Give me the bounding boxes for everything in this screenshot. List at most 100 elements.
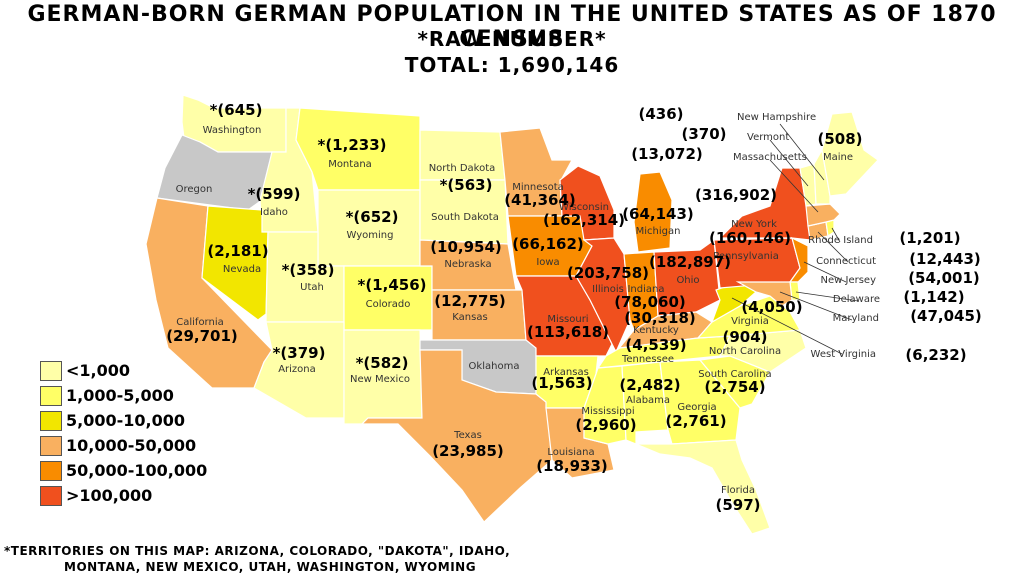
state-label-oregon: Oregon (176, 184, 213, 195)
state-label-georgia: Georgia (677, 402, 716, 413)
state-value-massachusetts: (13,072) (631, 145, 703, 163)
state-label-new-mexico: New Mexico (350, 374, 410, 385)
state-label-colorado: Colorado (366, 299, 411, 310)
state-label-connecticut: Connecticut (816, 256, 876, 267)
leader-new-jersey (803, 261, 847, 283)
state-label-new-york: New York (731, 219, 777, 230)
state-value-florida: (597) (715, 496, 760, 514)
legend-item: 1,000-5,000 (40, 383, 207, 408)
legend-item: 5,000-10,000 (40, 408, 207, 433)
state-label-texas: Texas (453, 430, 482, 441)
legend-label: 1,000-5,000 (66, 386, 174, 405)
state-label-nevada: Nevada (223, 264, 261, 275)
state-texas[interactable] (360, 349, 553, 523)
state-value-virginia: (4,050) (741, 298, 802, 316)
leader-vermont (769, 139, 809, 187)
leader-new-hampshire (779, 123, 825, 181)
state-label-iowa: Iowa (536, 257, 559, 268)
leader-delaware (795, 291, 859, 302)
state-value-georgia: (2,761) (665, 412, 726, 430)
state-label-rhode-island: Rhode Island (808, 235, 873, 246)
state-label-south-dakota: South Dakota (431, 212, 499, 223)
state-value-maine: (508) (817, 130, 862, 148)
state-value-montana: *(1,233) (317, 136, 386, 154)
state-label-new-jersey: New Jersey (821, 275, 877, 286)
state-value-kansas: (12,775) (434, 292, 506, 310)
state-value-new-york: (316,902) (695, 186, 777, 204)
state-value-wyoming: *(652) (346, 208, 399, 226)
state-value-nevada: (2,181) (207, 242, 268, 260)
state-maine[interactable] (821, 111, 879, 197)
state-label-delaware: Delaware (833, 294, 880, 305)
state-value-missouri: (113,618) (527, 323, 609, 341)
state-value-washington: *(645) (210, 101, 263, 119)
state-value-maryland: (47,045) (910, 307, 982, 325)
legend-swatch (40, 410, 62, 431)
state-label-louisiana: Louisiana (547, 447, 594, 458)
state-value-illinois: (203,758) (567, 264, 649, 282)
state-label-utah: Utah (300, 282, 324, 293)
state-south-carolina[interactable] (698, 355, 771, 409)
state-value-west-virginia: (6,232) (905, 346, 966, 364)
state-value-minnesota: (41,364) (504, 191, 576, 209)
state-value-vermont: (370) (681, 125, 726, 143)
state-label-arizona: Arizona (278, 364, 316, 375)
state-label-virginia: Virginia (731, 316, 769, 327)
legend-item: <1,000 (40, 358, 207, 383)
state-value-wisconsin: (162,314) (543, 211, 625, 229)
footnote: *Territories on this map: Arizona, Color… (4, 543, 510, 575)
state-label-tennessee: Tennessee (621, 354, 674, 365)
state-label-illinois: Illinois (592, 284, 624, 295)
legend: <1,000 1,000-5,000 5,000-10,000 10,000-50,0… (40, 358, 207, 508)
footnote-line-2: Montana, New Mexico, Utah, Washington, W… (64, 560, 477, 574)
state-label-wisconsin: Wisconsin (559, 202, 609, 213)
state-label-alabama: Alabama (626, 395, 670, 406)
leader-massachusetts (769, 159, 819, 213)
state-massachusetts[interactable] (805, 203, 841, 227)
legend-label: 5,000-10,000 (66, 411, 185, 430)
state-label-mississippi: Mississippi (581, 406, 634, 417)
map-subtitle: *Raw Number* (417, 27, 607, 51)
state-value-pennsylvania: (160,146) (709, 229, 791, 247)
legend-label: <1,000 (66, 361, 131, 380)
map-title: German-born German Population in the Uni… (27, 2, 997, 52)
state-value-north-carolina: (904) (722, 328, 767, 346)
state-value-rhode-island: (1,201) (899, 229, 960, 247)
state-label-massachusetts: Massachusetts (733, 152, 807, 163)
state-florida[interactable] (635, 439, 771, 535)
state-label-maryland: Maryland (833, 313, 879, 324)
state-value-louisiana: (18,933) (536, 457, 608, 475)
legend-item: 10,000-50,000 (40, 433, 207, 458)
state-value-iowa: (66,162) (512, 235, 584, 253)
legend-swatch (40, 360, 62, 381)
state-value-tennessee: (4,539) (625, 336, 686, 354)
map-total: Total: 1,690,146 (404, 53, 620, 77)
state-value-connecticut: (12,443) (909, 250, 981, 268)
legend-label: 10,000-50,000 (66, 436, 197, 455)
legend-item: >100,000 (40, 483, 207, 508)
state-value-new-hampshire: (436) (638, 105, 683, 123)
state-rhode-island[interactable] (825, 219, 835, 238)
state-label-wyoming: Wyoming (347, 230, 394, 241)
state-label-minnesota: Minnesota (512, 182, 564, 193)
state-maryland[interactable] (735, 281, 793, 307)
state-label-michigan: Michigan (636, 226, 681, 237)
leader-connecticut (817, 231, 849, 263)
state-value-south-carolina: (2,754) (704, 378, 765, 396)
state-illinois[interactable] (575, 237, 631, 354)
state-value-texas: (23,985) (432, 442, 504, 460)
state-value-kentucky: (30,318) (624, 309, 696, 327)
state-label-new-hampshire: New Hampshire (737, 112, 816, 123)
state-value-arizona: *(379) (273, 344, 326, 362)
state-value-south-dakota: *(563) (440, 176, 493, 194)
state-label-kansas: Kansas (452, 312, 487, 323)
legend-swatch (40, 460, 62, 481)
state-label-nebraska: Nebraska (444, 259, 491, 270)
state-value-utah: *(358) (282, 261, 335, 279)
state-value-nebraska: (10,954) (430, 238, 502, 256)
state-wyoming[interactable] (317, 189, 421, 267)
state-michigan[interactable] (633, 171, 673, 253)
state-value-idaho: *(599) (248, 185, 301, 203)
state-label-west-virginia: West Virginia (811, 349, 876, 360)
